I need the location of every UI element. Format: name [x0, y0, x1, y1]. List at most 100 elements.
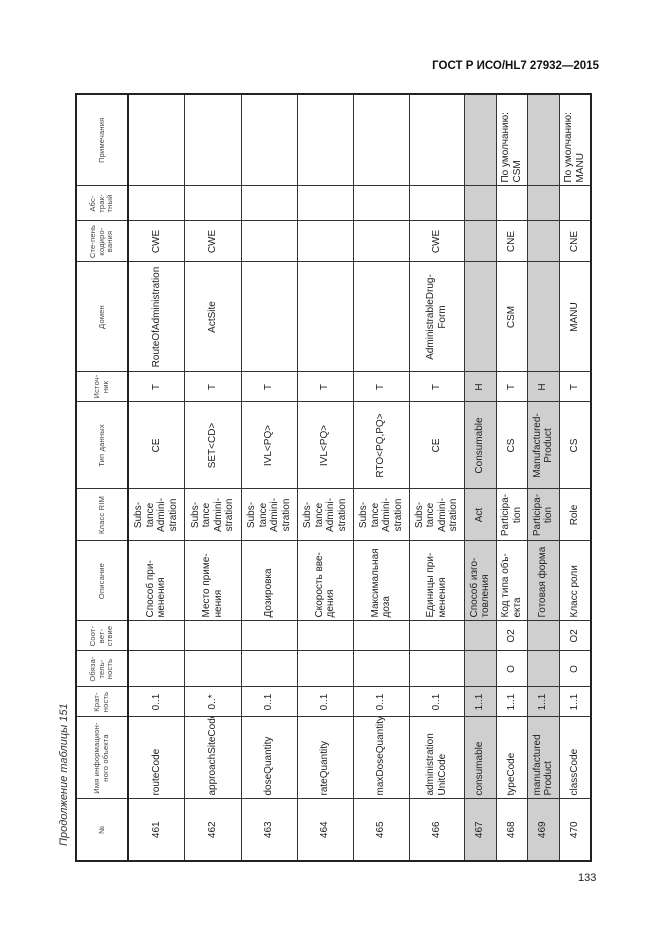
- rotated-table-container: № Имя информацион-ного объекта Крат-ность О…: [75, 93, 592, 862]
- cell-domain: AdministrableDrug-Form: [409, 262, 464, 372]
- cell-no: 470: [559, 799, 591, 861]
- cell-notes: По умолчанию: CSM: [496, 94, 527, 186]
- cell-mandatory: [527, 651, 559, 687]
- table-row: 466 administration UnitCode 0..1 Единицы пр…: [409, 94, 464, 861]
- cell-data-type: SET<CD>: [184, 402, 241, 489]
- cell-abstract: [128, 186, 184, 221]
- cell-rim-class: Subs-tance Admini-stration: [297, 489, 353, 541]
- cell-source: T: [353, 372, 409, 402]
- cell-conformance: [241, 621, 297, 651]
- cell-cardinality: 0..1: [353, 687, 409, 717]
- cell-coding-strength: [464, 221, 496, 262]
- cell-domain: [241, 262, 297, 372]
- document-standard-header: ГОСТ Р ИСО/HL7 27932—2015: [432, 60, 599, 72]
- page-number: 133: [578, 872, 597, 884]
- cell-abstract: [409, 186, 464, 221]
- cell-coding-strength: [353, 221, 409, 262]
- cell-rim-class: Act: [464, 489, 496, 541]
- cell-coding-strength: [241, 221, 297, 262]
- cell-data-type: Consumable: [464, 402, 496, 489]
- cell-abstract: [184, 186, 241, 221]
- cell-mandatory: [128, 651, 184, 687]
- cell-notes: [527, 94, 559, 186]
- cell-source: H: [527, 372, 559, 402]
- cell-cardinality: 0..1: [409, 687, 464, 717]
- cell-rim-class: Participa-tion: [496, 489, 527, 541]
- cell-coding-strength: CWE: [184, 221, 241, 262]
- cell-object-name: routeCode: [128, 717, 184, 799]
- column-header-notes: Примечания: [76, 94, 128, 186]
- cell-domain: [527, 262, 559, 372]
- cell-source: H: [464, 372, 496, 402]
- table-row: 464 rateQuantity 0..1 Скорость вве-дения Sub…: [297, 94, 353, 861]
- cell-mandatory: [241, 651, 297, 687]
- cell-domain: [297, 262, 353, 372]
- cell-conformance: [353, 621, 409, 651]
- cell-cardinality: 0..1: [241, 687, 297, 717]
- cell-object-name: consumable: [464, 717, 496, 799]
- cell-cardinality: 1..1: [496, 687, 527, 717]
- cell-domain: [464, 262, 496, 372]
- cell-description: Единицы при-менения: [409, 541, 464, 621]
- column-header-source: Источ-ник: [76, 372, 128, 402]
- column-header-no: №: [76, 799, 128, 861]
- cell-rim-class: Subs-tance Admini-stration: [353, 489, 409, 541]
- cell-description: Способ изго-товления: [464, 541, 496, 621]
- cell-notes: [409, 94, 464, 186]
- cell-no: 463: [241, 799, 297, 861]
- cell-abstract: [353, 186, 409, 221]
- cell-notes: [464, 94, 496, 186]
- cell-source: T: [184, 372, 241, 402]
- cell-coding-strength: CNE: [496, 221, 527, 262]
- column-header-domain: Домен: [76, 262, 128, 372]
- cell-mandatory: O: [559, 651, 591, 687]
- table-row: 470 classCode 1..1 O O2 Класс роли Role CS T MANU…: [559, 94, 591, 861]
- cell-abstract: [559, 186, 591, 221]
- cell-no: 461: [128, 799, 184, 861]
- cell-coding-strength: CWE: [128, 221, 184, 262]
- cell-conformance: [527, 621, 559, 651]
- cell-mandatory: O: [496, 651, 527, 687]
- cell-conformance: [128, 621, 184, 651]
- cell-conformance: O2: [496, 621, 527, 651]
- column-header-description: Описание: [76, 541, 128, 621]
- table-row: 463 doseQuantity 0..1 Дозировка Subs-tance A…: [241, 94, 297, 861]
- cell-notes: [353, 94, 409, 186]
- cell-conformance: [464, 621, 496, 651]
- cell-coding-strength: CNE: [559, 221, 591, 262]
- cell-abstract: [464, 186, 496, 221]
- column-header-abstract: Абс-трак-тный: [76, 186, 128, 221]
- cell-coding-strength: CWE: [409, 221, 464, 262]
- column-header-conformance: Соот-вет-ствие: [76, 621, 128, 651]
- cell-notes: [128, 94, 184, 186]
- cell-description: Максимальная доза: [353, 541, 409, 621]
- cell-description: Класс роли: [559, 541, 591, 621]
- cell-notes: [297, 94, 353, 186]
- cell-no: 468: [496, 799, 527, 861]
- cell-data-type: IVL<PQ>: [241, 402, 297, 489]
- cell-no: 467: [464, 799, 496, 861]
- cell-object-name: approachSiteCode: [184, 717, 241, 799]
- cell-object-name: manufactured Product: [527, 717, 559, 799]
- cell-data-type: CS: [496, 402, 527, 489]
- cell-cardinality: 0..1: [128, 687, 184, 717]
- cell-object-name: classCode: [559, 717, 591, 799]
- cell-notes: [241, 94, 297, 186]
- table-header-row: № Имя информацион-ного объекта Крат-ность О…: [76, 94, 128, 861]
- cell-source: T: [297, 372, 353, 402]
- cell-data-type: Manufactured-Product: [527, 402, 559, 489]
- cell-abstract: [527, 186, 559, 221]
- column-header-mandatory: Обяза-тель-ность: [76, 651, 128, 687]
- table-row: 461 routeCode 0..1 Способ при-менения Subs-t…: [128, 94, 184, 861]
- cell-description: Место приме-нения: [184, 541, 241, 621]
- cell-data-type: CE: [128, 402, 184, 489]
- cell-mandatory: [353, 651, 409, 687]
- cell-domain: ActSite: [184, 262, 241, 372]
- table-row: 467 consumable 1..1 Способ изго-товления Act…: [464, 94, 496, 861]
- cell-abstract: [496, 186, 527, 221]
- cell-source: T: [496, 372, 527, 402]
- cell-object-name: typeCode: [496, 717, 527, 799]
- cell-description: Код типа объ-екта: [496, 541, 527, 621]
- cell-rim-class: Participa-tion: [527, 489, 559, 541]
- cell-rim-class: Role: [559, 489, 591, 541]
